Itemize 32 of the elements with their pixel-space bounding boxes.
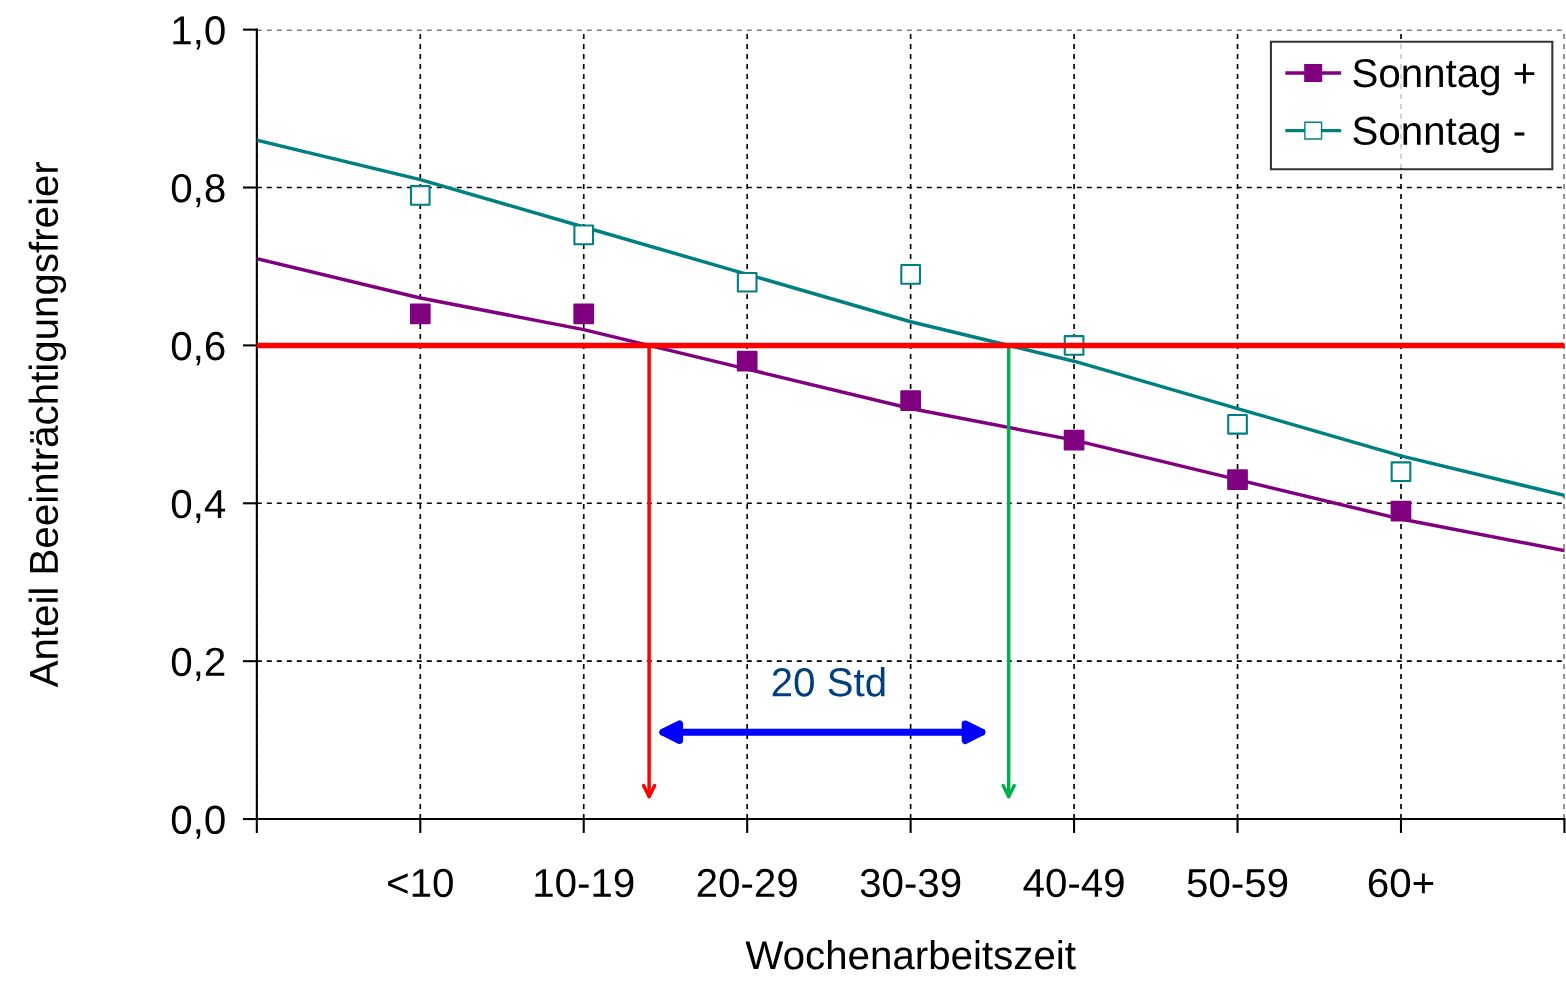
x-tick-label: 30-39 [860, 868, 961, 898]
y-tick-label: 0,8 [171, 173, 225, 208]
point [1063, 429, 1085, 451]
point [573, 303, 595, 325]
point [1227, 469, 1248, 490]
y-axis-title: Anteil Beeinträchtigungsfreier [28, 161, 67, 688]
x-tick-label: 60+ [1368, 868, 1434, 898]
x-tick-label: 10-19 [535, 868, 634, 898]
x-tick-label: 50-59 [1187, 868, 1288, 898]
annotation: 20 Std [772, 667, 885, 697]
point [573, 224, 595, 246]
x-tick-label: 40-49 [1023, 868, 1124, 898]
y-tick-label: 0,2 [171, 647, 225, 681]
line-series [256, 256, 1565, 553]
x-tick-label: <10 [388, 868, 453, 898]
point [736, 350, 758, 372]
y-tick-label: 0,4 [171, 489, 226, 524]
point [900, 390, 921, 412]
point [1390, 461, 1412, 483]
point [1390, 500, 1412, 522]
point [736, 271, 758, 293]
legend-label: Sonntag + [1353, 58, 1535, 96]
point [409, 185, 431, 206]
legend-label: Sonntag - [1353, 116, 1525, 154]
point [1227, 413, 1248, 435]
x-axis-title: Wochenarbeitszeit [745, 939, 1076, 970]
y-tick-label: 1,0 [173, 16, 225, 50]
point [900, 264, 921, 285]
point [409, 303, 431, 325]
y-tick-label: 0,6 [171, 331, 225, 366]
y-tick-label: 0,0 [171, 805, 225, 839]
x-tick-label: 20-29 [697, 868, 797, 898]
